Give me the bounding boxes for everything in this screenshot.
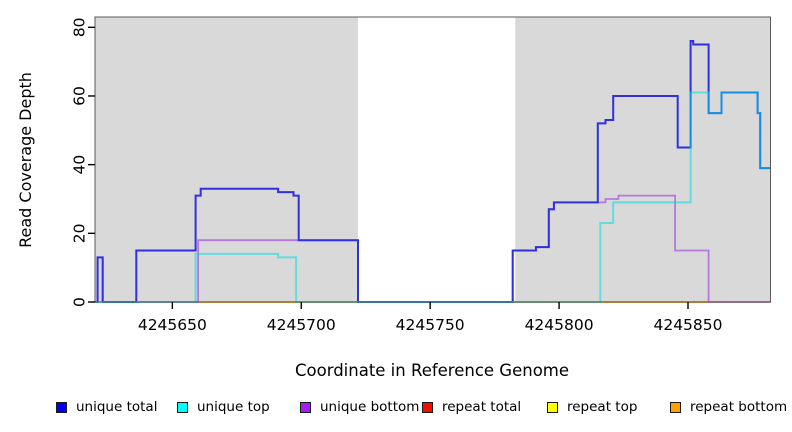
legend-item-unique-total: unique total	[56, 398, 157, 416]
legend-label: unique total	[76, 399, 158, 415]
x-tick-label: 4245750	[396, 316, 465, 334]
plot-box	[94, 16, 771, 303]
legend-label: repeat bottom	[690, 399, 788, 415]
legend-item-repeat-bottom: repeat bottom	[670, 398, 787, 416]
x-tick-label: 4245850	[653, 316, 722, 334]
highlight-band	[357, 17, 516, 302]
series-unique-total	[95, 40, 771, 303]
legend-label: unique top	[197, 399, 270, 415]
legend-item-repeat-total: repeat total	[422, 398, 521, 416]
legend-swatch-icon	[300, 401, 311, 413]
legend-swatch-icon	[422, 401, 433, 413]
series-unique-top	[95, 91, 771, 303]
legend-swatch-icon	[547, 401, 558, 413]
legend-label: repeat total	[442, 399, 522, 415]
legend-item-unique-top: unique top	[177, 398, 270, 416]
y-tick-label: 60	[70, 86, 88, 106]
plot-legend: unique total unique top unique bottom repea…	[0, 398, 792, 418]
legend-label: unique bottom	[320, 399, 420, 415]
legend-item-repeat-top: repeat top	[547, 398, 637, 416]
legend-swatch-icon	[56, 401, 67, 413]
legend-swatch-icon	[177, 401, 188, 413]
x-tick-label: 4245700	[267, 316, 336, 334]
x-tick-label: 4245650	[138, 316, 207, 334]
y-tick-label: 40	[70, 155, 88, 175]
legend-swatch-icon	[670, 401, 681, 413]
x-axis-label: Coordinate in Reference Genome	[295, 361, 569, 380]
y-axis-label: Read Coverage Depth	[16, 72, 35, 248]
legend-item-unique-bottom: unique bottom	[300, 398, 419, 416]
x-tick-label: 4245800	[525, 316, 594, 334]
legend-label: repeat top	[567, 399, 638, 415]
y-tick-label: 0	[70, 297, 88, 307]
y-tick-label: 20	[70, 223, 88, 243]
y-tick-label: 80	[70, 17, 88, 37]
